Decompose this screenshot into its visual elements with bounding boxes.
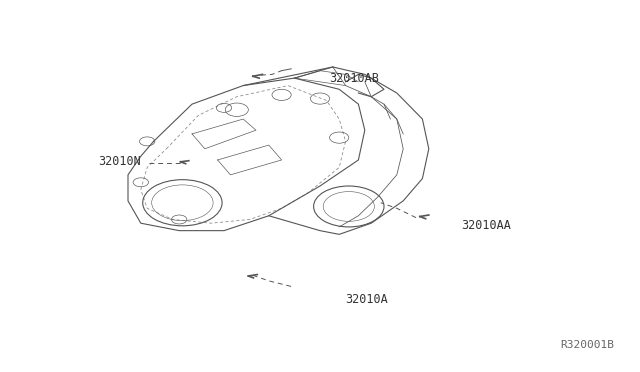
- Text: 32010AA: 32010AA: [461, 219, 511, 231]
- Text: 32010A: 32010A: [346, 293, 388, 306]
- Text: R320001B: R320001B: [561, 340, 614, 350]
- Text: 32010N: 32010N: [98, 155, 141, 168]
- Text: 32010AB: 32010AB: [330, 72, 380, 84]
